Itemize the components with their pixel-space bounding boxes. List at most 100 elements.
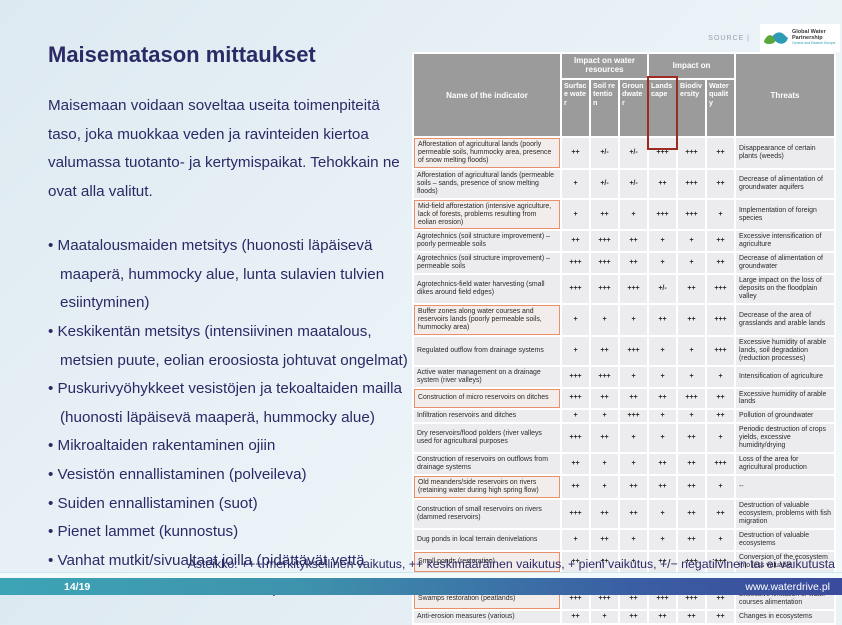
table-row: Agrotechnics (soil structure improvement…: [414, 253, 834, 274]
impact-value-cell: +: [707, 476, 735, 498]
impact-value-cell: +: [707, 424, 735, 453]
threat-cell: Disappearance of certain plants (weeds): [736, 138, 834, 168]
impact-value-cell: +: [562, 169, 589, 198]
threat-cell: Intensification of agriculture: [736, 366, 834, 387]
impact-value-cell: ++: [562, 611, 589, 624]
table-row: Agrotechnics (soil structure improvement…: [414, 231, 834, 252]
impact-value-cell: +++: [562, 275, 589, 303]
threat-cell: Changes in ecosystems: [736, 611, 834, 624]
impact-value-cell: ++: [562, 476, 589, 498]
impact-value-cell: ++: [620, 611, 647, 624]
impact-value-cell: +++: [562, 424, 589, 453]
impact-value-cell: ++: [649, 611, 676, 624]
indicator-name-cell: Afforestation of agricultural lands (per…: [414, 169, 560, 198]
table-row: Old meanders/side reservoirs on rivers (…: [414, 476, 834, 498]
impact-value-cell: ++: [678, 275, 705, 303]
impact-value-cell: ++: [591, 336, 618, 365]
impact-value-cell: +++: [591, 366, 618, 387]
list-item: • Keskikentän metsitys (intensiivinen ma…: [48, 323, 408, 369]
impact-value-cell: +: [562, 199, 589, 230]
landscape-header: Landscape: [649, 80, 676, 136]
table-row: Agrotechnics-field water harvesting (sma…: [414, 275, 834, 303]
impact-value-cell: ++: [707, 231, 735, 252]
impact-value-cell: ++: [707, 499, 735, 528]
impact-value-cell: ++: [620, 231, 647, 252]
impact-value-cell: ++: [591, 424, 618, 453]
impact-value-cell: ++: [707, 388, 735, 409]
water-resources-group-header: Impact on water resources: [562, 54, 647, 78]
impact-value-cell: ++: [707, 410, 735, 423]
impact-value-cell: +/-: [591, 138, 618, 168]
logo-line1: Global Water: [792, 29, 826, 36]
impact-value-cell: +++: [591, 275, 618, 303]
impact-value-cell: +: [649, 336, 676, 365]
impact-value-cell: ++: [562, 138, 589, 168]
impact-value-cell: +: [649, 529, 676, 550]
threats-column-header: Threats: [736, 54, 834, 136]
table-row: Dry reservoirs/flood polders (river vall…: [414, 424, 834, 453]
table-row: Construction of reservoirs on outflows f…: [414, 454, 834, 475]
gwp-logo: Global Water Partnership Central and Eas…: [760, 24, 840, 52]
threat-cell: Excessive humidity of arable lands, soil…: [736, 336, 834, 365]
table-row: Dug ponds in local terrain denivelations…: [414, 529, 834, 550]
impact-value-cell: +++: [562, 499, 589, 528]
table-row: Afforestation of agricultural lands (poo…: [414, 138, 834, 168]
table-row: Construction of micro reservoirs on ditc…: [414, 388, 834, 409]
impact-value-cell: +++: [707, 275, 735, 303]
impact-value-cell: +++: [707, 305, 735, 335]
threat-cell: Decrease of the area of grasslands and a…: [736, 305, 834, 335]
impact-value-cell: ++: [649, 454, 676, 475]
table-row: Construction of small reservoirs on rive…: [414, 499, 834, 528]
impact-value-cell: +: [649, 253, 676, 274]
impact-value-cell: +: [678, 231, 705, 252]
impact-value-cell: +++: [562, 253, 589, 274]
list-item: • Vesistön ennallistaminen (polveileva): [48, 465, 307, 483]
threat-cell: Destruction of valuable ecosystem, probl…: [736, 499, 834, 528]
impact-value-cell: +++: [707, 551, 735, 572]
biodiversity-header: Biodiversity: [678, 80, 705, 136]
page-number: 14/19: [64, 580, 91, 593]
impact-value-cell: +: [562, 336, 589, 365]
impact-value-cell: +++: [620, 410, 647, 423]
table-row: Afforestation of agricultural lands (per…: [414, 169, 834, 198]
impact-value-cell: +: [678, 410, 705, 423]
footer-divider: [0, 572, 842, 578]
page-title: Maisematason mittaukset: [48, 42, 316, 67]
threat-cell: Periodic destruction of crops yields, ex…: [736, 424, 834, 453]
impact-value-cell: ++: [678, 454, 705, 475]
name-column-header: Name of the indicator: [414, 54, 560, 136]
impact-value-cell: ++: [649, 305, 676, 335]
impact-value-cell: +++: [678, 551, 705, 572]
impact-value-cell: ++: [707, 138, 735, 168]
table-row: Buffer zones along water courses and res…: [414, 305, 834, 335]
threat-cell: Excessive intensification of agriculture: [736, 231, 834, 252]
impact-value-cell: ++: [649, 169, 676, 198]
impact-value-cell: ++: [591, 551, 618, 572]
impact-value-cell: +++: [562, 388, 589, 409]
source-label: SOURCE |: [708, 34, 750, 42]
list-item: • Maatalousmaiden metsitys (huonosti läp…: [48, 237, 385, 312]
surface-water-header: Surface water: [562, 80, 589, 136]
indicator-name-cell: Construction of reservoirs on outflows f…: [414, 454, 560, 475]
indicator-name-cell-highlighted: Small ponds (restoration): [414, 551, 560, 572]
impact-value-cell: +++: [649, 199, 676, 230]
impact-value-cell: +: [591, 476, 618, 498]
threat-cell: Loss of the area for agricultural produc…: [736, 454, 834, 475]
impact-value-cell: +++: [591, 231, 618, 252]
indicator-name-cell-highlighted: Construction of micro reservoirs on ditc…: [414, 388, 560, 409]
impact-value-cell: ++: [678, 305, 705, 335]
table-row: Active water management on a drainage sy…: [414, 366, 834, 387]
impact-value-cell: +: [591, 410, 618, 423]
impact-value-cell: +++: [591, 253, 618, 274]
indicator-name-cell: Regulated outflow from drainage systems: [414, 336, 560, 365]
impact-value-cell: ++: [620, 253, 647, 274]
impact-value-cell: +++: [678, 169, 705, 198]
soil-retention-header: Soil retention: [591, 80, 618, 136]
scale-caption: Asteikko: +++ merkityksellinen vaikutus,…: [187, 557, 835, 571]
logo-line3: Central and Eastern Europe: [792, 40, 836, 45]
impact-value-cell: ++: [591, 529, 618, 550]
impact-value-cell: +: [620, 366, 647, 387]
threat-cell: Decrease of alimentation of groundwater: [736, 253, 834, 274]
wave-icon: [763, 32, 789, 44]
impact-value-cell: +: [678, 336, 705, 365]
